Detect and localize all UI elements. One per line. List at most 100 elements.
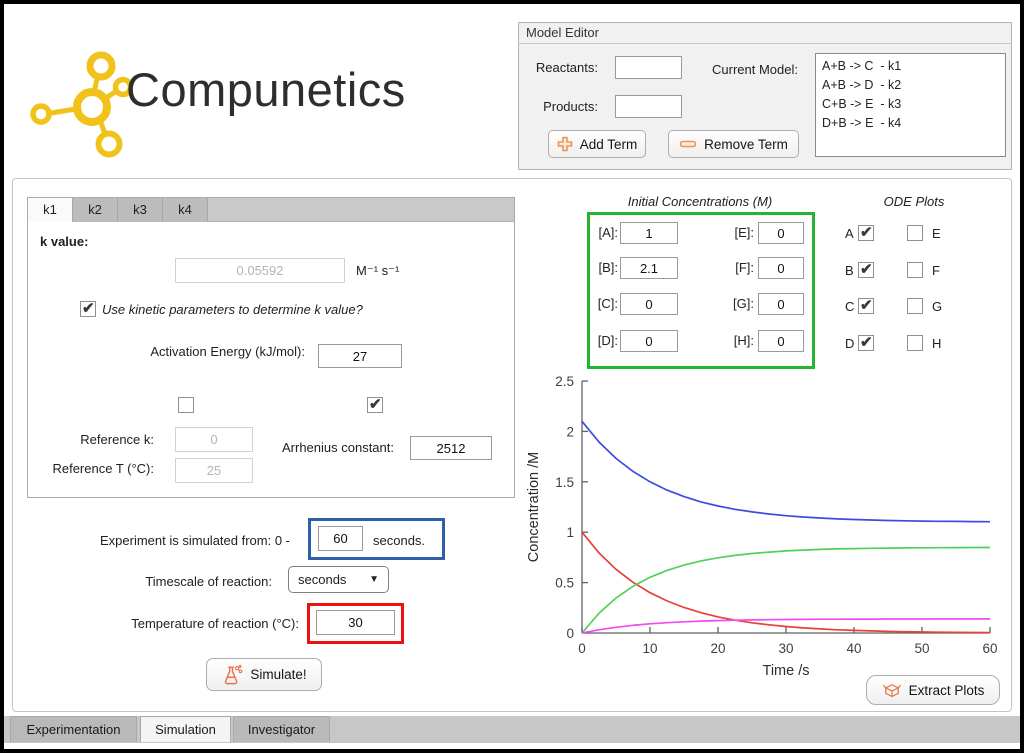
- use-kinetic-label: Use kinetic parameters to determine k va…: [102, 302, 363, 317]
- simulate-button[interactable]: Simulate!: [206, 658, 322, 691]
- series-B-line: [581, 420, 991, 523]
- reactants-input[interactable]: [615, 56, 682, 79]
- ode-plot-checkbox-B[interactable]: [858, 260, 874, 278]
- concentration-input-E[interactable]: [758, 222, 804, 244]
- extract-plots-button[interactable]: Extract Plots: [866, 675, 1000, 705]
- model-term[interactable]: A+B -> C - k1: [822, 59, 902, 73]
- svg-text:60: 60: [982, 641, 997, 656]
- concentration-input-C[interactable]: [620, 293, 678, 315]
- model-term[interactable]: D+B -> E - k4: [822, 116, 902, 130]
- ode-plot-label-C: C: [845, 299, 855, 314]
- ode-plot-label-E: E: [932, 226, 941, 241]
- arrhenius-constant-input[interactable]: [410, 436, 492, 460]
- temperature-input[interactable]: [316, 610, 395, 635]
- series-A-line: [581, 531, 991, 634]
- svg-text:Time /s: Time /s: [763, 663, 810, 679]
- svg-text:0.5: 0.5: [555, 576, 574, 591]
- k-tab-k2[interactable]: k2: [73, 198, 118, 222]
- use-reference-k-checkbox[interactable]: [178, 397, 194, 413]
- svg-text:0: 0: [566, 626, 574, 641]
- simulation-time-input[interactable]: [318, 526, 363, 551]
- tab-simulation[interactable]: Simulation: [140, 716, 231, 742]
- svg-text:10: 10: [642, 641, 657, 656]
- timescale-selected-value: seconds: [298, 572, 347, 587]
- reference-k-input[interactable]: [175, 427, 253, 452]
- ode-plot-checkbox-C[interactable]: [858, 296, 874, 314]
- concentration-label-A: [A]:: [598, 225, 618, 240]
- ode-plot-label-G: G: [932, 299, 943, 314]
- current-model-label: Current Model:: [712, 62, 798, 77]
- model-editor-title: Model Editor: [518, 22, 1012, 44]
- k-value-input[interactable]: [175, 258, 345, 283]
- concentration-label-B: [B]:: [598, 260, 618, 275]
- model-term[interactable]: A+B -> D - k2: [822, 78, 902, 92]
- logo-molecule-icon: [30, 51, 130, 158]
- concentration-input-A[interactable]: [620, 222, 678, 244]
- concentration-label-D: [D]:: [597, 333, 618, 348]
- svg-text:20: 20: [710, 641, 725, 656]
- concentration-input-D[interactable]: [620, 330, 678, 352]
- ode-plot-label-B: B: [845, 263, 854, 278]
- remove-term-button[interactable]: Remove Term: [668, 130, 799, 158]
- ode-plot-checkbox-F[interactable]: [907, 262, 923, 278]
- use-kinetic-checkbox[interactable]: [80, 299, 96, 317]
- extract-plots-label: Extract Plots: [908, 682, 985, 698]
- concentration-input-B[interactable]: [620, 257, 678, 279]
- k-tab-k3[interactable]: k3: [118, 198, 163, 222]
- reference-t-label: Reference T (°C):: [52, 461, 154, 476]
- concentration-label-C: [C]:: [597, 296, 618, 311]
- svg-text:Concentration /M: Concentration /M: [526, 452, 542, 562]
- concentration-label-H: [H]:: [733, 333, 754, 348]
- logo-text: Compunetics: [126, 63, 406, 116]
- concentration-input-H[interactable]: [758, 330, 804, 352]
- reactants-label: Reactants:: [535, 60, 598, 75]
- initial-concentrations-title: Initial Concentrations (M): [627, 194, 773, 209]
- k-tab-k4[interactable]: k4: [163, 198, 208, 222]
- simulate-label: Simulate!: [250, 667, 307, 682]
- open-box-icon: [882, 684, 901, 698]
- activation-energy-label: Activation Energy (kJ/mol):: [150, 344, 305, 359]
- concentration-input-F[interactable]: [758, 257, 804, 279]
- current-model-listbox[interactable]: A+B -> C - k1 A+B -> D - k2 C+B -> E - k3 D…: [815, 53, 1006, 157]
- tab-investigator[interactable]: Investigator: [233, 716, 330, 742]
- ode-plot-label-A: A: [845, 226, 854, 241]
- svg-text:0: 0: [578, 641, 586, 656]
- reference-t-input[interactable]: [175, 458, 253, 483]
- k-value-label: k value:: [40, 234, 89, 249]
- ode-plot-checkbox-A[interactable]: [858, 223, 874, 241]
- model-term[interactable]: C+B -> E - k3: [822, 97, 902, 111]
- reference-k-label: Reference k:: [80, 432, 154, 447]
- ode-plot-checkbox-E[interactable]: [907, 225, 923, 241]
- series-D-line: [581, 618, 990, 634]
- add-term-label: Add Term: [579, 136, 638, 152]
- flask-icon: [225, 664, 243, 684]
- timescale-label: Timescale of reaction:: [145, 574, 272, 589]
- activation-energy-input[interactable]: [318, 344, 402, 368]
- k-tab-k1[interactable]: k1: [28, 198, 73, 222]
- ode-plot-checkbox-H[interactable]: [907, 335, 923, 351]
- series-C-line: [581, 546, 990, 634]
- products-input[interactable]: [615, 95, 682, 118]
- svg-text:1.5: 1.5: [555, 475, 574, 490]
- minus-icon: [679, 140, 697, 148]
- svg-text:50: 50: [914, 641, 929, 656]
- plus-icon: [557, 136, 573, 152]
- use-arrhenius-checkbox[interactable]: [367, 395, 383, 413]
- timescale-dropdown[interactable]: seconds ▼: [288, 566, 389, 593]
- ode-plot-label-F: F: [932, 263, 940, 278]
- ode-plot-checkbox-D[interactable]: [858, 333, 874, 351]
- temperature-label: Temperature of reaction (°C):: [131, 616, 299, 631]
- concentration-time-chart: 0 10 20 30 40 50 60 0 0.5 1 1.5 2 2.5 Time /s Concentr…: [526, 374, 998, 679]
- chevron-down-icon: ▼: [369, 574, 379, 585]
- concentration-label-E: [E]:: [734, 225, 754, 240]
- concentration-label-G: [G]:: [733, 296, 754, 311]
- ode-plot-label-H: H: [932, 336, 942, 351]
- concentration-input-G[interactable]: [758, 293, 804, 315]
- svg-text:2: 2: [566, 424, 574, 439]
- svg-text:2.5: 2.5: [555, 374, 574, 389]
- simulation-time-label: Experiment is simulated from: 0 -: [100, 533, 291, 548]
- add-term-button[interactable]: Add Term: [548, 130, 646, 158]
- tab-experimentation[interactable]: Experimentation: [10, 716, 137, 742]
- ode-plots-title: ODE Plots: [883, 194, 945, 209]
- ode-plot-checkbox-G[interactable]: [907, 298, 923, 314]
